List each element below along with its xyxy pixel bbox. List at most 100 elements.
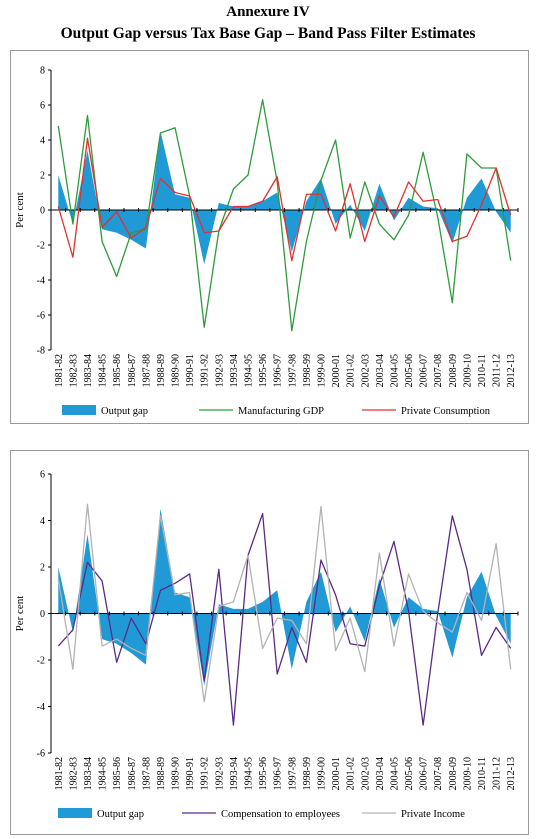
chart2-xtick-label: 1992-93 (214, 757, 225, 790)
annexure-title: Annexure IV (226, 4, 310, 20)
chart2-ytick-label: 2 (40, 563, 45, 574)
chart1-y-axis-label: Per cent (14, 192, 26, 228)
chart2-xtick-label: 2006-07 (419, 757, 430, 790)
chart1-ytick-label: 8 (40, 66, 45, 77)
chart1-xtick-label: 2004-05 (389, 354, 400, 387)
chart1-xtick-label: 1993-94 (229, 354, 240, 387)
chart2-xtick-label: 2001-02 (346, 757, 357, 790)
chart2-xtick-label: 1995-96 (258, 757, 269, 790)
chart2-xtick-label: 1990-91 (185, 757, 196, 790)
chart2-xtick-label: 2002-03 (360, 757, 371, 790)
chart1-xtick-label: 1986-87 (127, 354, 138, 387)
chart1-ytick-label: -6 (37, 311, 45, 322)
chart1-xtick-label: 1995-96 (258, 354, 269, 387)
chart2-xtick-label: 1997-98 (287, 757, 298, 790)
chart2-xtick-label: 1983-84 (83, 757, 94, 790)
figure-title: Output Gap versus Tax Base Gap – Band Pa… (60, 25, 476, 42)
chart2-xtick-label: 1991-92 (200, 757, 211, 790)
chart2-ytick-label: -4 (37, 702, 45, 713)
chart1-xtick-label: 2006-07 (419, 354, 430, 387)
chart2-xtick-label: 1988-89 (156, 757, 167, 790)
chart1-xtick-label: 1990-91 (185, 354, 196, 387)
chart2-series-private-income-line (57, 503, 512, 703)
chart1-xtick-label: 1992-93 (214, 354, 225, 387)
chart1-xtick-label: 2010-11 (477, 354, 488, 387)
chart-manufacturing-consumption: -8 -6 -4 -2 0 2 4 6 8 Per cent 1981-82 1982-83 1983-… (10, 50, 529, 424)
chart1-xtick-label: 2007-08 (433, 354, 444, 387)
chart2-xtick-label: 2005-06 (404, 757, 415, 790)
chart2-xtick-label: 1982-83 (68, 757, 79, 790)
chart2-xtick-label: 2010-11 (477, 757, 488, 790)
chart1-xtick-label: 2005-06 (404, 354, 415, 387)
chart2-xtick-label: 2007-08 (433, 757, 444, 790)
chart2-series-compensation-to-employees-line (57, 512, 512, 726)
chart1-xtick-label: 1989-90 (171, 354, 182, 387)
chart2-xtick-label: 1986-87 (127, 757, 138, 790)
chart1-xtick-label: 2002-03 (360, 354, 371, 387)
chart1-legend-label: Manufacturing GDP (238, 406, 324, 417)
chart2-xtick-label: 2012-13 (506, 757, 517, 790)
chart2-panel (10, 450, 529, 835)
chart1-ytick-label: -2 (37, 241, 45, 252)
chart1-legend-label: Output gap (101, 406, 148, 417)
chart1-ytick-label: -4 (37, 276, 45, 287)
chart1-xtick-label: 2011-12 (492, 354, 503, 387)
chart1-legend-swatch-output-gap (62, 405, 96, 415)
chart2-xtick-label: 1985-86 (112, 757, 123, 790)
chart1-legend-label: Private Consumption (401, 406, 491, 417)
chart1-ytick-label: 4 (40, 136, 45, 147)
chart2-xtick-label: 1984-85 (98, 757, 109, 790)
chart2-ytick-label: -2 (37, 656, 45, 667)
chart2-xtick-label: 2004-05 (389, 757, 400, 790)
chart1-xtick-label: 1987-88 (141, 354, 152, 387)
chart1-xtick-label: 1999-00 (316, 354, 327, 387)
chart1-xtick-label: 1981-82 (54, 354, 65, 387)
chart1-panel (10, 50, 529, 424)
chart1-xtick-label: 1994-95 (244, 354, 255, 387)
chart1-xtick-label: 1985-86 (112, 354, 123, 387)
chart1-xtick-label: 2003-04 (375, 354, 386, 387)
chart2-xtick-label: 2000-01 (331, 757, 342, 790)
chart1-ytick-label: 6 (40, 101, 45, 112)
chart1-xtick-label: 2009-10 (462, 354, 473, 387)
chart1-xtick-label: 1983-84 (83, 354, 94, 387)
chart1-xtick-label: 1996-97 (273, 354, 284, 387)
chart2-ytick-label: 6 (40, 470, 45, 481)
chart1-xtick-label: 2000-01 (331, 354, 342, 387)
chart2-legend-label: Output gap (97, 809, 144, 820)
chart1-ytick-label: 2 (40, 171, 45, 182)
chart2-legend-label: Private Income (401, 809, 465, 820)
chart2-xtick-label: 2009-10 (462, 757, 473, 790)
chart1-xtick-label: 2001-02 (346, 354, 357, 387)
chart1-xtick-label: 1988-89 (156, 354, 167, 387)
chart2-xtick-label: 2011-12 (492, 757, 503, 790)
chart2-xtick-label: 1996-97 (273, 757, 284, 790)
chart2-xtick-label: 1999-00 (316, 757, 327, 790)
chart2-ytick-label: -6 (37, 749, 45, 760)
chart2-legend-swatch-output-gap (58, 808, 92, 818)
chart2-xtick-label: 1989-90 (171, 757, 182, 790)
chart2-xtick-label: 2003-04 (375, 757, 386, 790)
chart1-xtick-label: 1982-83 (68, 354, 79, 387)
chart1-xtick-label: 1998-99 (302, 354, 313, 387)
chart1-ytick-label: 0 (40, 206, 45, 217)
chart1-xtick-label: 1984-85 (98, 354, 109, 387)
chart2-legend-label: Compensation to employees (221, 809, 340, 820)
chart2-y-axis-label: Per cent (14, 596, 26, 632)
chart-compensation-income: -6 -4 -2 0 2 4 6 Per cent 1981-82 1982-83 1983-84 1… (10, 450, 529, 835)
chart1-ytick-label: -8 (37, 346, 45, 357)
chart2-xtick-label: 1987-88 (141, 757, 152, 790)
chart1-series-private-consumption-line (57, 137, 512, 262)
chart1-xtick-label: 1997-98 (287, 354, 298, 387)
chart2-xtick-label: 1994-95 (244, 757, 255, 790)
chart1-xtick-label: 2008-09 (448, 354, 459, 387)
chart2-xtick-label: 1998-99 (302, 757, 313, 790)
chart2-xtick-label: 2008-09 (448, 757, 459, 790)
chart2-ytick-label: 4 (40, 516, 45, 527)
chart2-xtick-label: 1981-82 (54, 757, 65, 790)
chart2-xtick-label: 1993-94 (229, 757, 240, 790)
chart1-xtick-label: 1991-92 (200, 354, 211, 387)
chart2-ytick-label: 0 (40, 609, 45, 620)
chart1-xtick-label: 2012-13 (506, 354, 517, 387)
chart1-series-manufacturing-gdp-line (57, 99, 512, 332)
